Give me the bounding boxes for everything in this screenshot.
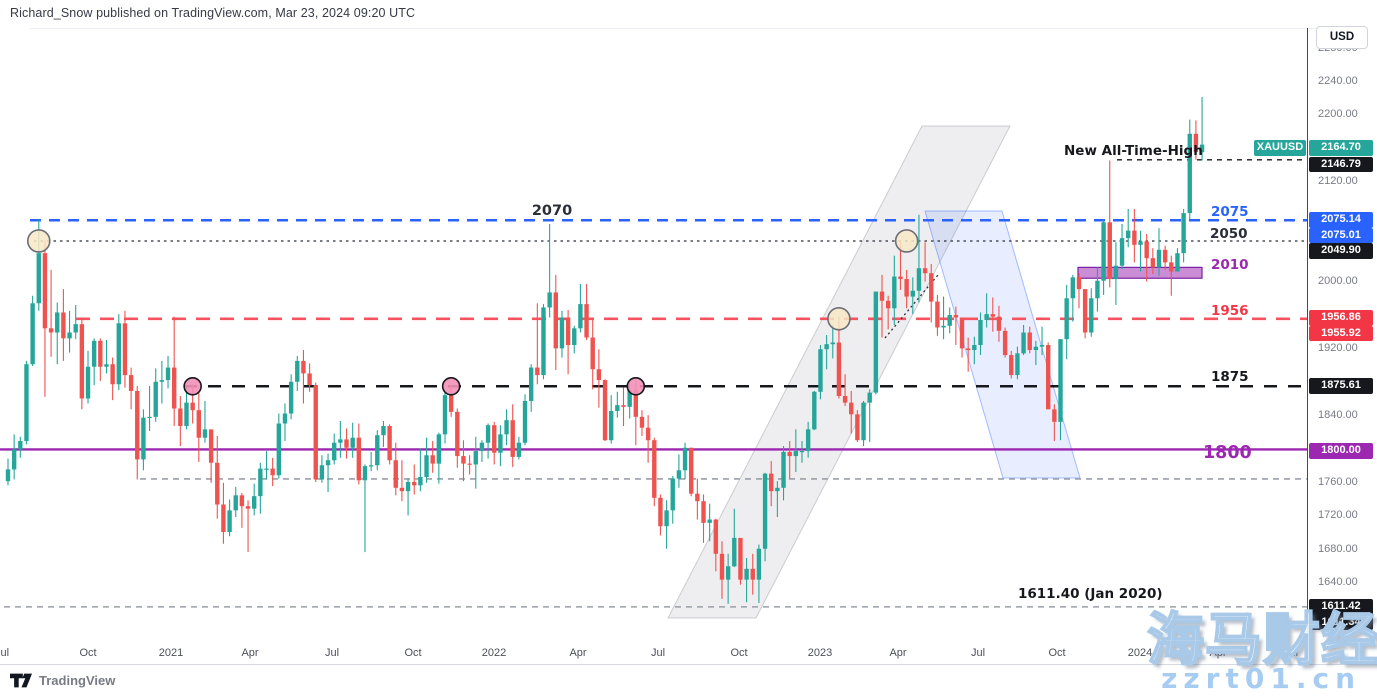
time-tick: Apr — [241, 647, 259, 659]
time-tick: Apr — [1209, 647, 1227, 659]
level-chip-2075-lower: 2075.01 — [1309, 227, 1373, 243]
label-1611: 1611.40 (Jan 2020) — [1018, 586, 1163, 602]
label-2075: 2075 — [1211, 204, 1249, 220]
price-tick: 1840.00 — [1318, 409, 1358, 421]
watermark-url: zzrt01.cn — [1161, 662, 1361, 695]
price-tick: 1920.00 — [1318, 342, 1358, 355]
time-tick: Apr — [889, 647, 907, 659]
price-tick: 1760.00 — [1318, 475, 1358, 488]
time-tick: 2022 — [481, 647, 507, 659]
price-tick: 2240.00 — [1318, 75, 1358, 87]
candlestick-chart[interactable]: 2070 New All-Time-High 2075 2050 2010 1956 187… — [0, 0, 1307, 697]
time-tick: Oct — [1048, 647, 1066, 659]
price-tick: 2200.00 — [1318, 108, 1358, 121]
label-1800: 1800 — [1203, 443, 1252, 463]
time-tick: Oct — [404, 647, 422, 659]
time-tick: Oct — [79, 647, 97, 659]
time-axis[interactable]: Jul Oct 2021 Apr Jul Oct 2022 Apr Jul Oct 2023 Apr J… — [0, 643, 1307, 665]
trendlines — [884, 274, 939, 339]
label-new-ath: New All-Time-High — [1064, 143, 1203, 159]
price-tick: 1680.00 — [1318, 542, 1358, 555]
ath-price-chip: 2146.79 — [1309, 156, 1373, 172]
annotations: 2070 New All-Time-High 2075 2050 2010 1956 187… — [532, 143, 1252, 602]
price-axis[interactable]: 1640.00 1680.00 1720.00 1760.00 1840.00 1920.… — [1254, 0, 1377, 697]
tradingview-attribution[interactable]: TradingView — [10, 673, 115, 688]
level-chip-2075-upper: 2075.14 — [1309, 212, 1373, 228]
level-chip-1800: 1800.00 — [1309, 443, 1373, 459]
time-tick: Jul — [1283, 647, 1299, 659]
touch-circle-pink-1 — [183, 376, 202, 396]
time-tick: Oct — [730, 647, 748, 659]
time-tick: Jul — [324, 647, 340, 659]
symbol-tag: XAUUSD — [1254, 140, 1306, 156]
price-tick: 1640.00 — [1318, 576, 1358, 588]
touch-circle-gold-1 — [26, 229, 51, 253]
time-tick: 2024 — [1127, 647, 1153, 659]
label-2070: 2070 — [532, 203, 572, 219]
price-tick: 2120.00 — [1318, 175, 1358, 188]
price-tick: 2000.00 — [1318, 275, 1358, 288]
last-price-chip: 2164.70 — [1309, 140, 1373, 156]
touch-circle-pink-2 — [441, 376, 461, 396]
time-tick: Jul — [970, 647, 986, 659]
currency-button[interactable]: USD — [1316, 26, 1368, 49]
level-chip-2050: 2049.90 — [1309, 243, 1373, 259]
candlesticks — [5, 97, 1205, 604]
price-tick: 1720.00 — [1318, 509, 1358, 522]
chart-frame-border — [30, 28, 1350, 29]
tradingview-logo-icon — [10, 673, 32, 688]
time-axis-border — [0, 664, 1377, 665]
dotted-trendline — [884, 274, 939, 339]
touch-circle-gold-2 — [827, 307, 851, 331]
level-chip-1611-lower: 1611.34 — [1309, 614, 1373, 630]
label-1956: 1956 — [1211, 303, 1249, 319]
level-chip-1956-upper: 1956.86 — [1309, 310, 1373, 326]
touch-circle-gold-3 — [894, 229, 919, 253]
touch-circle-pink-3 — [626, 376, 646, 396]
time-tick: Jul — [650, 647, 666, 659]
descending-channel — [924, 210, 1081, 479]
price-axis-border — [1307, 28, 1308, 664]
level-chip-1875: 1875.61 — [1309, 378, 1373, 394]
level-chip-1956-lower: 1955.92 — [1309, 325, 1373, 341]
touch-markers — [26, 229, 919, 396]
label-2050: 2050 — [1210, 226, 1248, 242]
time-tick: 2021 — [158, 647, 184, 659]
time-tick: Apr — [569, 647, 587, 659]
time-tick: Jul — [0, 647, 10, 659]
level-chip-1611-upper: 1611.42 — [1309, 599, 1373, 615]
attribution-header: Richard_Snow published on TradingView.co… — [10, 6, 416, 20]
tradingview-brand-text: TradingView — [39, 673, 116, 688]
watermark-cjk: 海马财经 — [1146, 606, 1377, 674]
time-tick: 2023 — [807, 647, 833, 659]
label-2010: 2010 — [1211, 257, 1249, 273]
label-1875: 1875 — [1211, 369, 1249, 385]
